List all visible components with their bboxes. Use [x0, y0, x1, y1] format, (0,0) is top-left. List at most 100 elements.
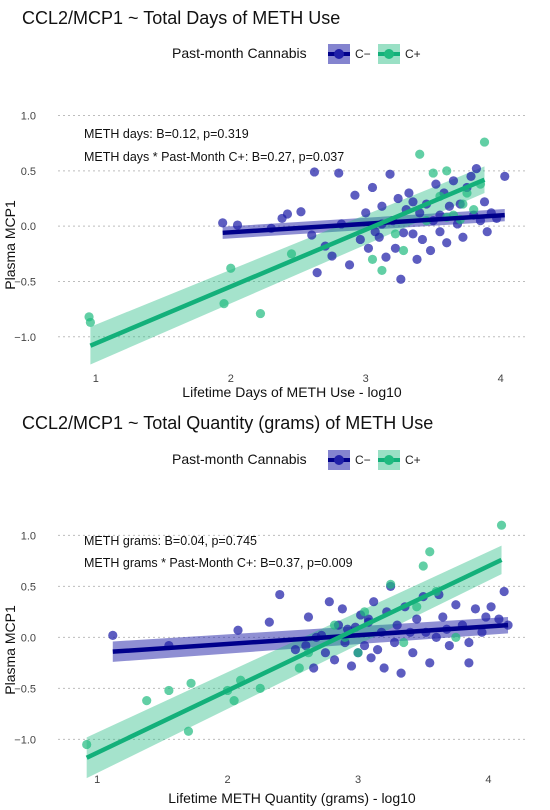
data-point [377, 201, 387, 211]
y-tick-label: −1.0 [14, 332, 36, 344]
data-point [396, 668, 406, 678]
data-point [85, 317, 95, 328]
data-point [329, 620, 340, 630]
data-point [404, 188, 414, 198]
data-point [390, 229, 401, 239]
data-point [466, 171, 476, 181]
y-tick-label: 0.5 [21, 581, 36, 593]
data-point [359, 607, 370, 617]
data-point [296, 207, 306, 217]
data-point [431, 632, 441, 643]
data-point [377, 265, 387, 276]
x-axis-label-days: Lifetime Days of METH Use - log10 [182, 384, 402, 400]
y-axis-label-days: Plasma MCP1 [2, 200, 18, 290]
annotation-days-main: METH days: B=0.12, p=0.319 [84, 127, 249, 141]
data-point [337, 604, 347, 614]
data-point [327, 251, 337, 261]
data-point [379, 663, 389, 673]
data-point [479, 197, 490, 207]
data-point [444, 201, 455, 211]
points-grams [82, 520, 513, 750]
y-tick-label: −0.5 [14, 276, 36, 288]
data-point [346, 661, 357, 671]
data-point [415, 149, 425, 159]
data-point [464, 658, 474, 668]
data-point [412, 602, 422, 612]
data-point [219, 299, 229, 309]
fit-lines-days [89, 177, 505, 348]
data-point [381, 252, 391, 262]
y-tick-label: 1.0 [21, 530, 36, 542]
y-axis-label-grams: Plasma MCP1 [2, 605, 18, 695]
data-point [442, 166, 452, 176]
data-point [334, 168, 344, 178]
data-point [303, 612, 314, 622]
annotation-grams-main: METH grams: B=0.04, p=0.745 [84, 534, 257, 548]
data-point [329, 655, 340, 665]
data-point [451, 632, 461, 643]
data-point [355, 234, 365, 245]
x-ticks-days: 1 2 3 4 [93, 373, 504, 385]
data-point [374, 232, 384, 242]
fit-bands-grams [86, 545, 509, 779]
data-point [464, 637, 474, 648]
data-point [282, 209, 293, 219]
data-point [232, 220, 243, 230]
fit-line [85, 557, 503, 760]
data-point [385, 169, 395, 179]
data-point [309, 663, 319, 673]
panel-days: CCL2/MCP1 ~ Total Days of METH Use Past-… [2, 8, 525, 400]
data-point [398, 245, 409, 256]
data-point [471, 164, 482, 174]
data-point [494, 614, 504, 624]
annotation-grams-interaction: METH grams * Past-Month C+: B=0.37, p=0.… [84, 556, 353, 570]
data-point [264, 617, 274, 627]
data-point [312, 268, 322, 278]
x-axis-label-grams: Lifetime METH Quantity (grams) - log10 [168, 790, 416, 806]
data-point [435, 227, 445, 237]
data-point [462, 188, 472, 198]
chart-title-grams: CCL2/MCP1 ~ Total Quantity (grams) of ME… [22, 413, 433, 433]
data-point [142, 696, 152, 706]
data-point [499, 586, 509, 597]
y-tick-label: 0.5 [21, 166, 36, 178]
data-point [359, 640, 370, 651]
data-point [469, 204, 479, 215]
data-point [353, 648, 363, 658]
data-point [286, 249, 297, 259]
data-point [309, 167, 320, 177]
confidence-band [86, 545, 502, 779]
data-point [367, 254, 378, 264]
y-tick-label: 1.0 [21, 111, 36, 123]
y-tick-label: 0.0 [21, 221, 36, 233]
legend-days: Past-month Cannabis C− C+ [172, 44, 421, 64]
data-point [451, 600, 461, 610]
data-point [389, 637, 400, 648]
y-tick-label: 0.0 [21, 632, 36, 644]
legend-key-c-plus-point [384, 49, 394, 59]
x-tick-label: 4 [498, 373, 504, 385]
data-point [386, 579, 396, 589]
data-point [481, 612, 491, 622]
y-tick-label: −0.5 [14, 683, 36, 695]
legend-label-c-plus: C+ [405, 47, 421, 61]
data-point [418, 561, 428, 571]
data-point [290, 645, 301, 655]
data-point [458, 199, 468, 209]
data-point [82, 739, 92, 750]
x-ticks-grams: 1 2 3 4 [94, 774, 491, 786]
data-point [307, 230, 317, 240]
legend-grams: Past-month Cannabis C− C+ [172, 450, 421, 470]
data-point [392, 620, 402, 630]
fit-lines-grams [85, 557, 509, 760]
data-point [431, 179, 441, 189]
x-tick-label: 4 [485, 774, 491, 786]
data-point [438, 612, 448, 622]
data-point [363, 243, 374, 253]
data-point [408, 197, 418, 207]
data-point [366, 653, 376, 663]
data-point [448, 176, 459, 186]
data-point [294, 663, 304, 673]
legend-label-c-plus: C+ [405, 453, 421, 467]
